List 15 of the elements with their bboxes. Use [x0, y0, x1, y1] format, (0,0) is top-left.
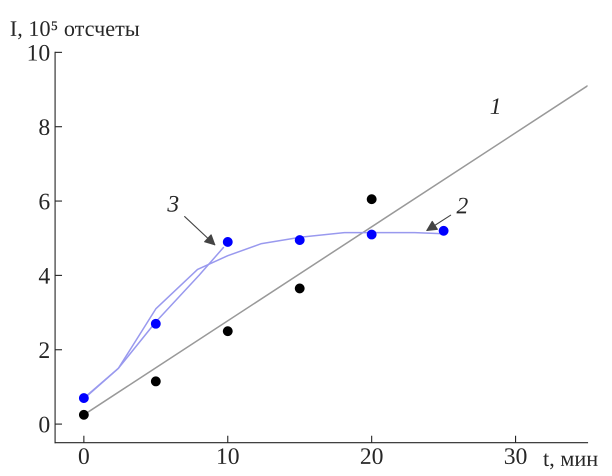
x-tick-label: 10	[218, 448, 239, 464]
y-tick-label: 8	[39, 119, 50, 136]
x-tick-label: 20	[360, 448, 383, 464]
x-tick-label: 30	[504, 448, 526, 464]
x-axis-title: t, мин	[543, 453, 598, 470]
y-axis-title: I, 10⁵ отсчеты	[10, 21, 140, 40]
x-tick-label: 0	[78, 448, 89, 464]
annotation: 2	[456, 198, 468, 214]
y-tick-label: 0	[39, 416, 50, 433]
y-tick-label: 4	[38, 268, 50, 284]
annotation: 1	[490, 98, 499, 114]
y-tick-label: 6	[39, 194, 50, 210]
annotation: 3	[167, 196, 178, 212]
y-tick-label: 2	[39, 342, 49, 358]
y-tick-label: 10	[28, 44, 50, 61]
